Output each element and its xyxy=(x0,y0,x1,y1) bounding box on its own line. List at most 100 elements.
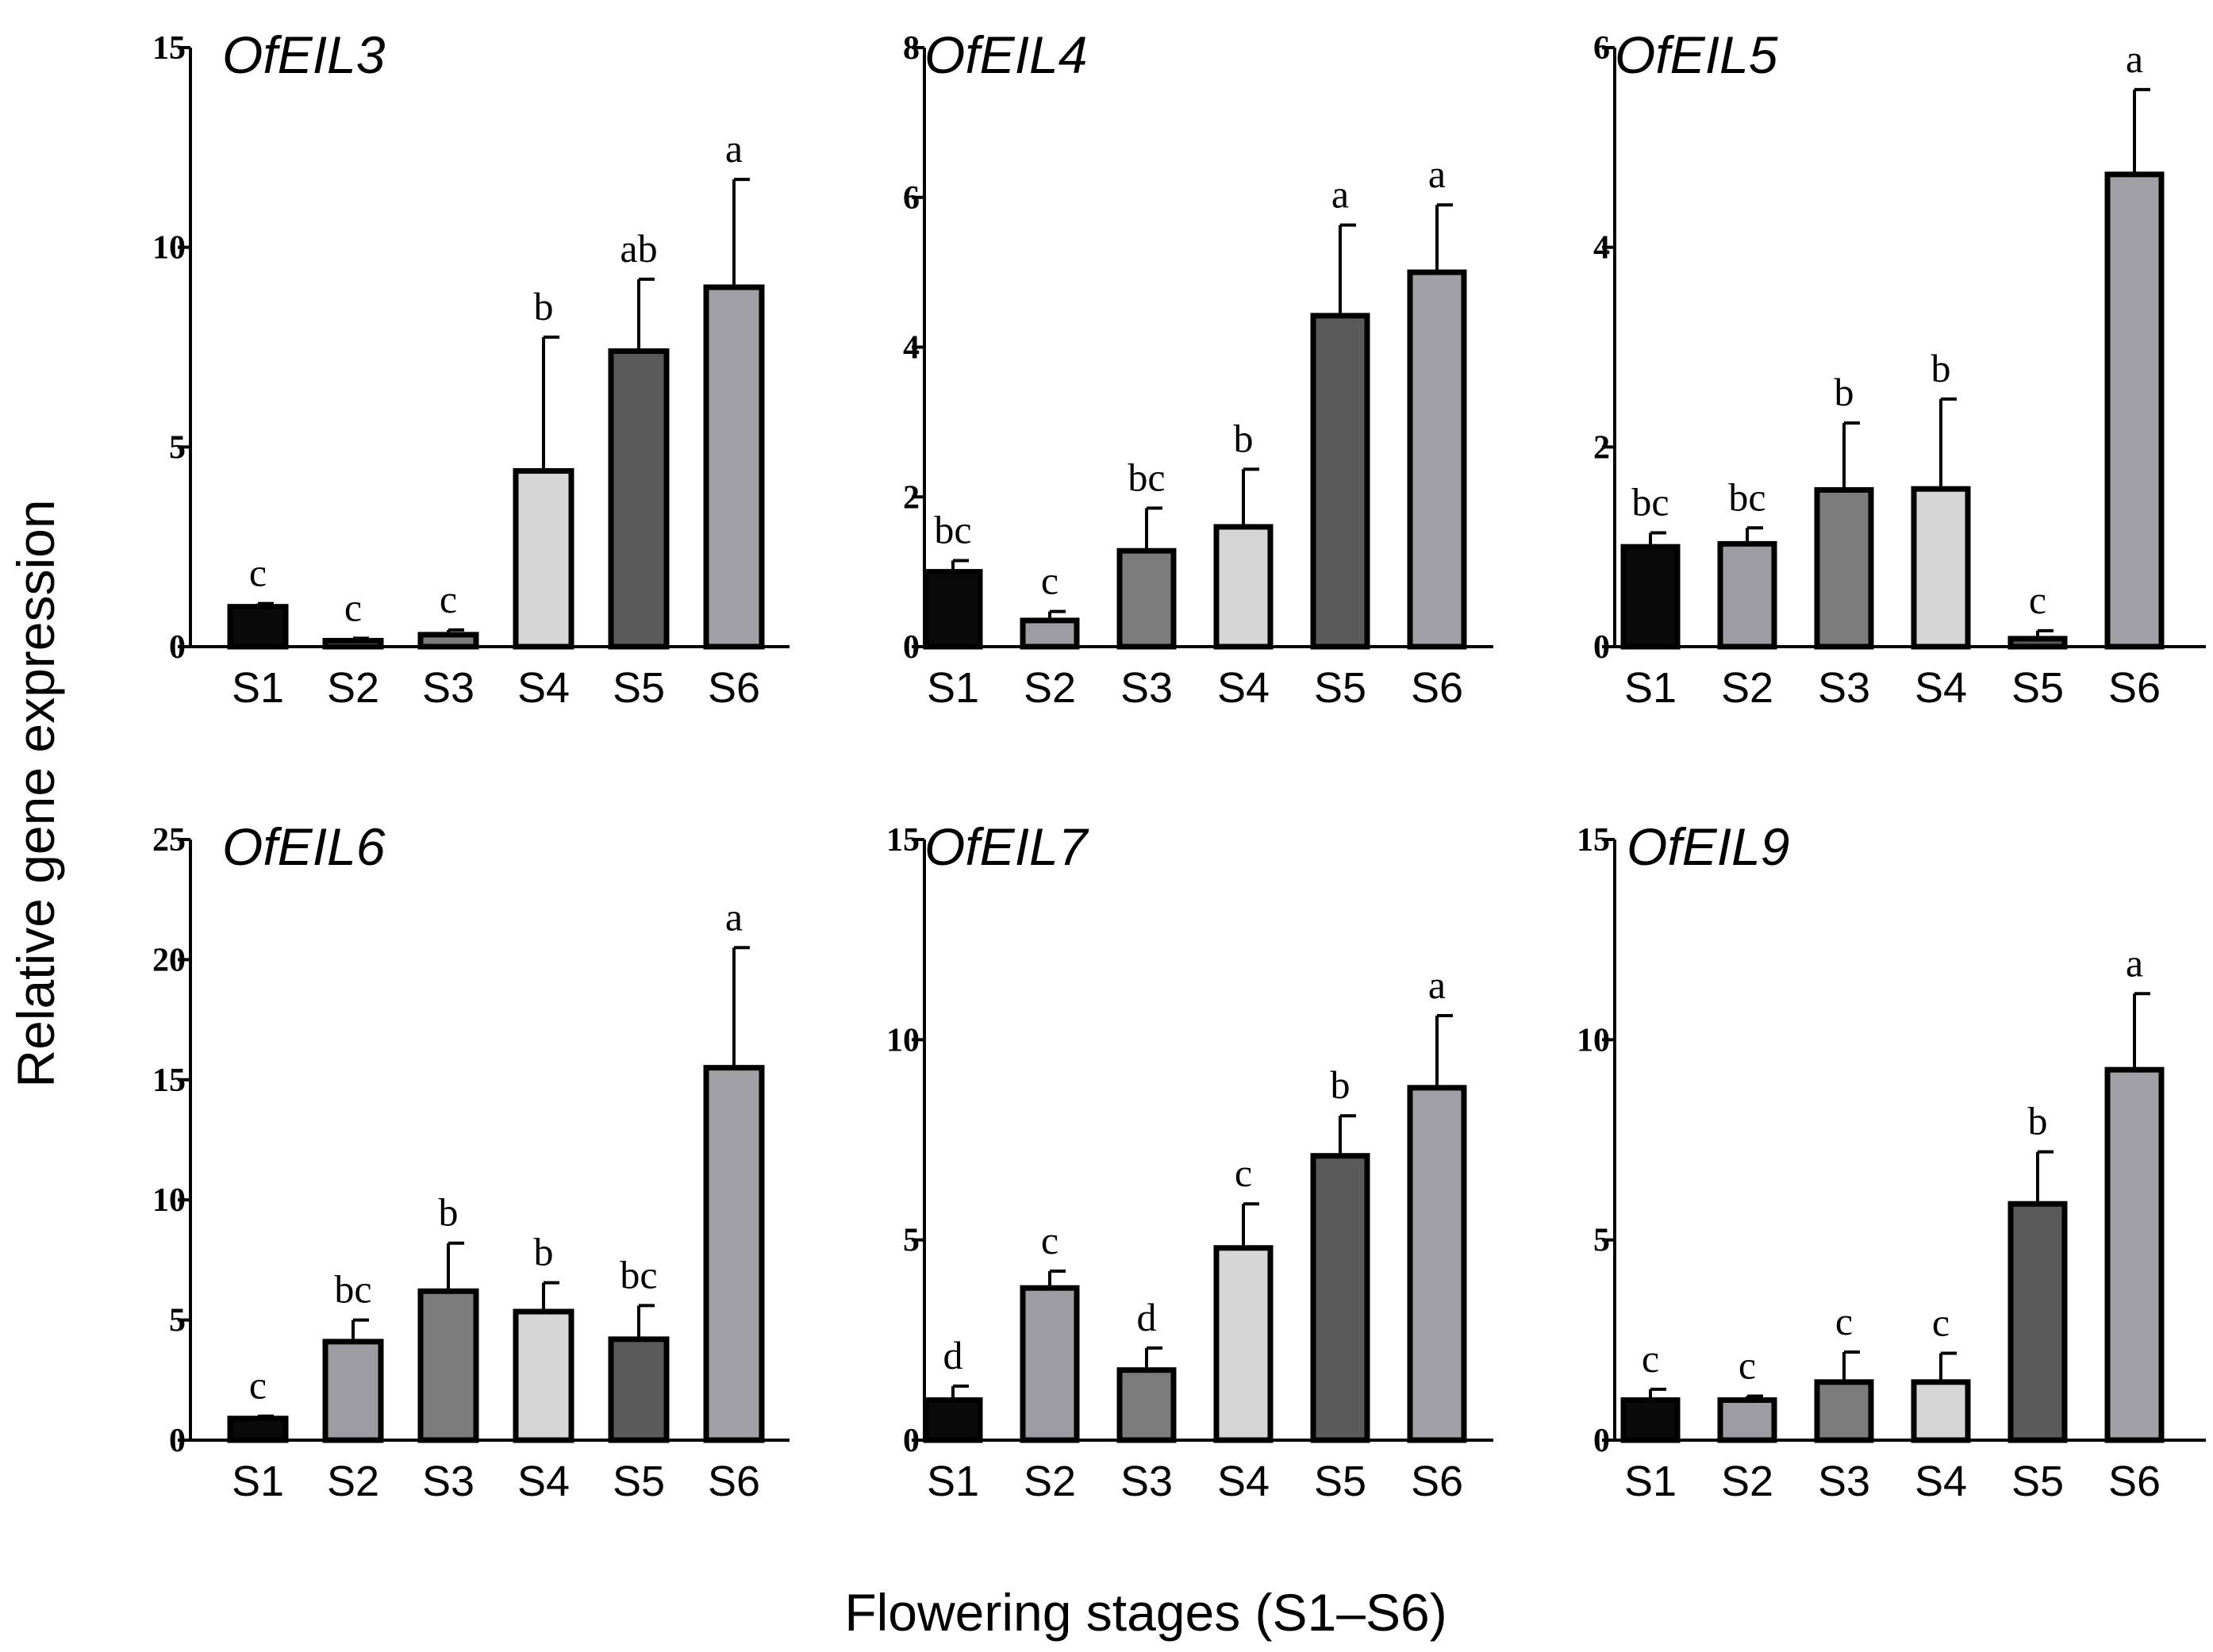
y-tick-label: 10 xyxy=(152,230,186,267)
significance-label: c xyxy=(1235,1151,1252,1195)
y-tick-label: 2 xyxy=(1593,429,1610,466)
bar-s1 xyxy=(227,604,289,650)
bar-s5 xyxy=(2007,636,2068,650)
significance-label: c xyxy=(1932,1300,1950,1344)
chart-panel-ofeil6: 0 5 10 15 20 25 OfEIL6 c S1 bc S2 b S3 b S4 bc S5 a S6 xyxy=(152,817,790,1505)
x-tick-label: S2 xyxy=(327,1458,379,1505)
bar-s4 xyxy=(513,1308,574,1443)
x-tick-label: S2 xyxy=(1721,664,1773,712)
bar-s4 xyxy=(1213,524,1274,650)
x-tick-label: S2 xyxy=(1721,1458,1773,1505)
bar-s3 xyxy=(1814,1379,1874,1443)
significance-label: bc xyxy=(934,507,971,551)
y-tick-label: 8 xyxy=(903,30,920,67)
chart-title: OfEIL9 xyxy=(1627,817,1789,876)
x-tick-label: S4 xyxy=(517,664,570,712)
x-tick-label: S3 xyxy=(1120,1458,1173,1505)
x-tick-label: S2 xyxy=(1024,664,1076,712)
y-tick-label: 0 xyxy=(903,629,920,666)
chart-panel-ofeil9: 0 5 10 15 OfEIL9 c S1 c S2 c S3 c S4 b S5 a S6 xyxy=(1577,817,2206,1505)
bar-s6 xyxy=(1407,1085,1467,1443)
significance-label: c xyxy=(1041,559,1058,603)
significance-label: bc xyxy=(334,1267,371,1312)
significance-label: b xyxy=(534,1230,554,1274)
significance-label: b xyxy=(1835,370,1854,414)
x-tick-label: S4 xyxy=(517,1458,570,1505)
bar-s1 xyxy=(923,569,983,650)
significance-label: c xyxy=(1642,1336,1659,1381)
y-tick-label: 0 xyxy=(903,1423,920,1459)
bar-s5 xyxy=(1310,313,1370,650)
y-tick-label: 0 xyxy=(1593,629,1610,666)
significance-label: c xyxy=(1041,1218,1058,1262)
bar-s2 xyxy=(1717,1397,1777,1443)
bar-s5 xyxy=(2007,1201,2068,1443)
bar-s2 xyxy=(1020,1285,1080,1443)
chart-panel-ofeil7: 0 5 10 15 OfEIL7 d S1 c S2 d S3 c S4 b S5 a S6 xyxy=(886,817,1493,1505)
x-tick-label: S6 xyxy=(1411,1458,1463,1505)
x-tick-label: S6 xyxy=(1411,664,1463,712)
significance-label: b xyxy=(1234,416,1254,460)
bar-s1 xyxy=(227,1416,289,1443)
bar-s4 xyxy=(1213,1245,1274,1443)
x-axis-label: Flowering stages (S1–S6) xyxy=(844,1583,1447,1642)
chart-title: OfEIL4 xyxy=(924,25,1087,84)
y-tick-label: 15 xyxy=(1577,822,1610,859)
significance-label: a xyxy=(725,126,743,171)
bar-s6 xyxy=(2104,1066,2165,1443)
bar-s2 xyxy=(322,637,384,650)
significance-label: c xyxy=(344,585,362,629)
y-tick-label: 2 xyxy=(903,479,920,516)
y-tick-label: 10 xyxy=(152,1182,186,1219)
chart-title: OfEIL7 xyxy=(924,817,1089,876)
y-tick-label: 6 xyxy=(1593,30,1610,67)
significance-label: b xyxy=(439,1190,459,1235)
bar-s4 xyxy=(513,468,574,650)
x-tick-label: S3 xyxy=(422,664,474,712)
bar-s4 xyxy=(1911,486,1971,650)
bar-s1 xyxy=(1620,544,1681,650)
y-tick-label: 15 xyxy=(886,822,920,859)
x-tick-label: S2 xyxy=(1024,1458,1076,1505)
x-tick-label: S6 xyxy=(708,664,760,712)
x-tick-label: S5 xyxy=(613,1458,665,1505)
significance-label: a xyxy=(725,894,743,939)
y-tick-label: 5 xyxy=(169,1303,186,1339)
x-tick-label: S3 xyxy=(422,1458,474,1505)
significance-label: c xyxy=(249,551,267,595)
significance-label: c xyxy=(1739,1343,1756,1387)
x-tick-label: S1 xyxy=(232,1458,284,1505)
x-tick-label: S6 xyxy=(2108,1458,2161,1505)
y-tick-label: 10 xyxy=(1577,1022,1610,1058)
significance-label: c xyxy=(249,1363,267,1408)
significance-label: a xyxy=(1331,172,1349,217)
bar-s3 xyxy=(1814,486,1874,650)
y-tick-label: 0 xyxy=(169,629,186,666)
x-tick-label: S3 xyxy=(1818,664,1870,712)
x-tick-label: S1 xyxy=(1624,1458,1677,1505)
x-tick-label: S1 xyxy=(927,664,979,712)
bar-s6 xyxy=(2104,171,2165,650)
significance-label: b xyxy=(2028,1099,2048,1143)
y-tick-label: 0 xyxy=(169,1423,186,1459)
bar-s1 xyxy=(1620,1397,1681,1443)
bar-s3 xyxy=(1116,1367,1177,1443)
bar-s2 xyxy=(1020,617,1080,650)
significance-label: d xyxy=(943,1333,963,1377)
chart-title: OfEIL3 xyxy=(222,25,386,84)
bar-s6 xyxy=(1407,269,1467,650)
y-tick-label: 5 xyxy=(903,1223,920,1259)
bar-s5 xyxy=(1310,1153,1370,1443)
significance-label: d xyxy=(1137,1295,1157,1339)
x-tick-label: S6 xyxy=(708,1458,760,1505)
bar-s2 xyxy=(322,1339,384,1443)
y-tick-label: 4 xyxy=(1593,230,1610,267)
x-tick-label: S4 xyxy=(1217,664,1270,712)
y-tick-label: 5 xyxy=(169,429,186,466)
y-tick-label: 5 xyxy=(1593,1223,1610,1259)
significance-label: a xyxy=(2126,940,2143,985)
significance-label: a xyxy=(1428,152,1446,196)
bar-s3 xyxy=(417,632,479,650)
significance-label: c xyxy=(2029,578,2046,622)
